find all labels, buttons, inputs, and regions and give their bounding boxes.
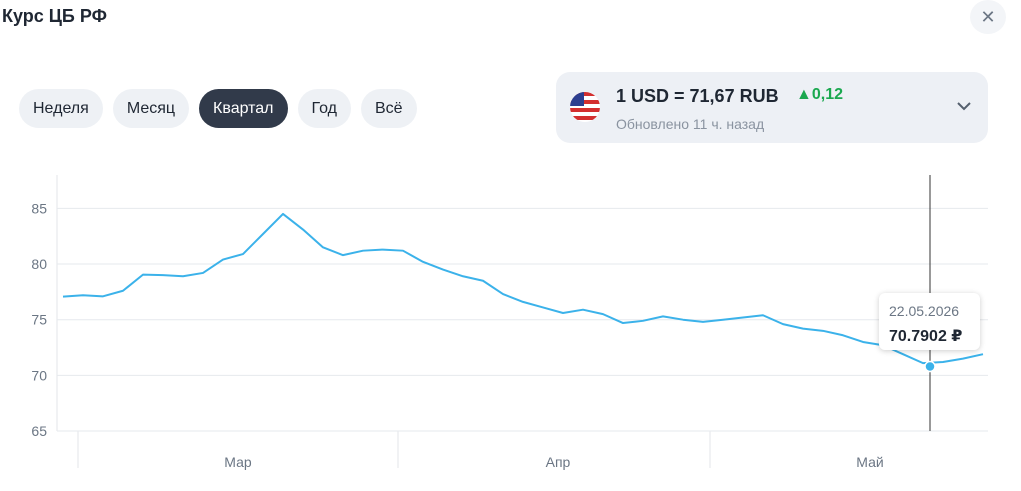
- rate-change: ▲0,12: [796, 86, 843, 103]
- tooltip: 22.05.2026 70.7902 ₽: [879, 293, 980, 350]
- close-button[interactable]: ✕: [970, 0, 1006, 34]
- x-tick-label: Апр: [546, 454, 571, 470]
- rate-change-value: 0,12: [811, 86, 843, 103]
- y-tick-label: 75: [31, 312, 47, 328]
- period-tab[interactable]: Квартал: [199, 89, 288, 128]
- y-tick-label: 80: [31, 256, 47, 272]
- period-tab[interactable]: Год: [297, 89, 351, 128]
- title: Курс ЦБ РФ: [2, 6, 107, 26]
- x-tick-label: Май: [856, 454, 883, 470]
- hover-point: [924, 360, 936, 373]
- us-flag: [570, 92, 600, 122]
- chevron: [957, 102, 971, 111]
- period-tab[interactable]: Всё: [361, 89, 417, 128]
- y-tick-label: 70: [31, 367, 47, 383]
- tooltip-date: 22.05.2026: [889, 303, 960, 319]
- rate-card[interactable]: 1 USD = 71,67 RUB ▲0,12 Обновлено 11 ч. …: [556, 72, 988, 143]
- updated-text: Обновлено 11 ч. назад: [616, 116, 765, 132]
- tooltip-value: 70.7902 ₽: [889, 328, 963, 345]
- y-tick-label: 65: [31, 423, 47, 439]
- period-tab[interactable]: Неделя: [19, 89, 103, 128]
- rate-line: [62, 212, 984, 365]
- x-tick-label: Мар: [224, 454, 252, 470]
- y-tick-label: 85: [31, 200, 47, 216]
- period-tabs: Неделя Месяц Квартал Год Всё: [19, 89, 417, 128]
- rate-text: 1 USD = 71,67 RUB: [616, 86, 779, 106]
- period-tab[interactable]: Месяц: [112, 89, 190, 128]
